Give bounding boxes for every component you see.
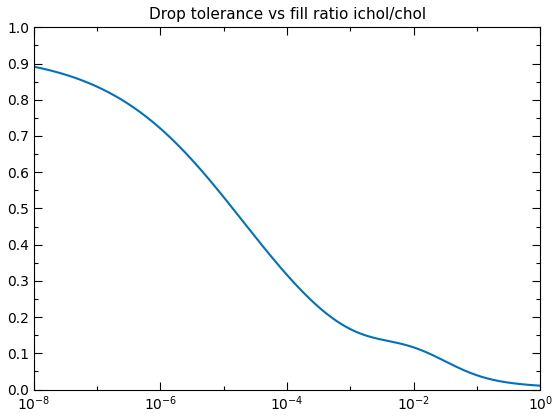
- Title: Drop tolerance vs fill ratio ichol/chol: Drop tolerance vs fill ratio ichol/chol: [148, 7, 426, 22]
